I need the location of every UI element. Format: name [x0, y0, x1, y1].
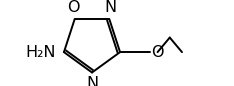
Text: O: O — [67, 0, 80, 15]
Text: O: O — [152, 45, 164, 60]
Text: N: N — [86, 76, 98, 86]
Text: N: N — [104, 0, 116, 15]
Text: H₂N: H₂N — [26, 45, 56, 60]
